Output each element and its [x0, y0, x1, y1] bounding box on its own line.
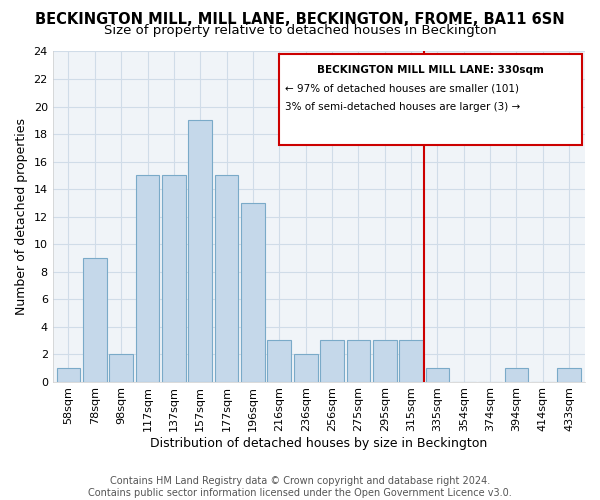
Text: Contains HM Land Registry data © Crown copyright and database right 2024.
Contai: Contains HM Land Registry data © Crown c…	[88, 476, 512, 498]
Y-axis label: Number of detached properties: Number of detached properties	[15, 118, 28, 315]
Bar	[268, 340, 291, 382]
Bar	[162, 176, 186, 382]
Bar	[188, 120, 212, 382]
Bar	[83, 258, 107, 382]
Bar	[109, 354, 133, 382]
Bar	[241, 203, 265, 382]
Text: BECKINGTON MILL MILL LANE: 330sqm: BECKINGTON MILL MILL LANE: 330sqm	[317, 66, 544, 76]
Bar	[373, 340, 397, 382]
Bar	[399, 340, 423, 382]
Text: ← 97% of detached houses are smaller (101): ← 97% of detached houses are smaller (10…	[284, 83, 518, 93]
Text: Size of property relative to detached houses in Beckington: Size of property relative to detached ho…	[104, 24, 496, 37]
Bar	[505, 368, 529, 382]
Bar	[136, 176, 160, 382]
Bar	[425, 368, 449, 382]
Bar	[215, 176, 238, 382]
Text: 3% of semi-detached houses are larger (3) →: 3% of semi-detached houses are larger (3…	[284, 102, 520, 113]
Bar	[557, 368, 581, 382]
Bar	[280, 54, 583, 145]
Bar	[320, 340, 344, 382]
Text: BECKINGTON MILL, MILL LANE, BECKINGTON, FROME, BA11 6SN: BECKINGTON MILL, MILL LANE, BECKINGTON, …	[35, 12, 565, 28]
Bar	[56, 368, 80, 382]
Bar	[347, 340, 370, 382]
X-axis label: Distribution of detached houses by size in Beckington: Distribution of detached houses by size …	[150, 437, 487, 450]
Bar	[294, 354, 317, 382]
